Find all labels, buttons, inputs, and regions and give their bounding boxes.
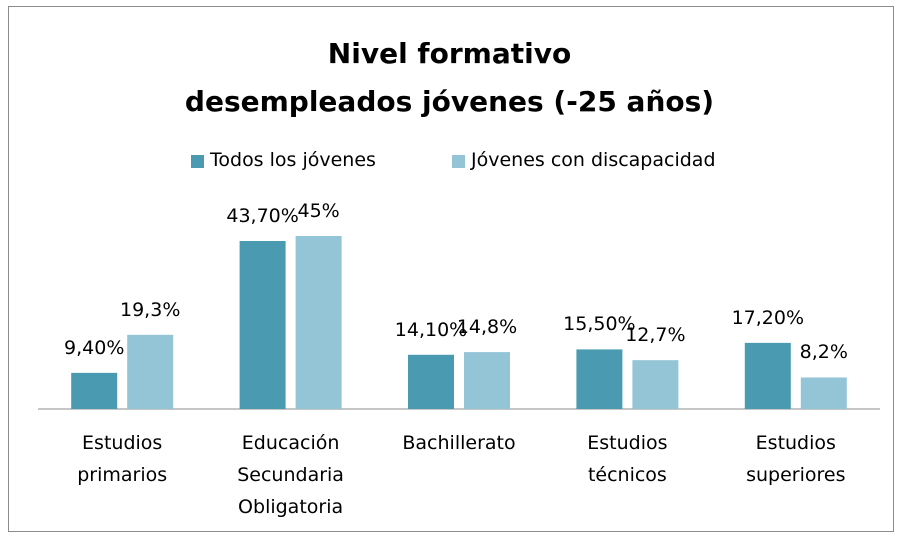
- value-label: 12,7%: [625, 324, 686, 347]
- legend-label: Todos los jóvenes: [210, 149, 376, 171]
- value-label: 43,70%: [226, 204, 299, 227]
- value-label: 14,8%: [456, 316, 518, 339]
- chart-title: Nivel formativo desempleados jóvenes (-2…: [184, 37, 715, 118]
- bar: [127, 334, 174, 409]
- bar: [576, 349, 623, 409]
- bar: [239, 240, 286, 409]
- x-tick-label: Estudios técnicos: [587, 432, 668, 486]
- legend-label: Jóvenes con discapacidad: [471, 149, 716, 171]
- value-label: 9,40%: [64, 336, 125, 359]
- x-tick-label: Educación Secundaria Obligatoria: [237, 432, 344, 518]
- bar: [295, 236, 342, 409]
- legend-swatch: [191, 155, 204, 168]
- bar: [408, 354, 454, 409]
- legend-swatch: [452, 155, 465, 168]
- value-label: 45%: [297, 200, 340, 222]
- bar: [464, 352, 510, 409]
- bar: [800, 377, 847, 409]
- x-tick-label: Bachillerato: [402, 432, 516, 454]
- value-label: 17,20%: [731, 306, 805, 329]
- chart-frame: [8, 6, 894, 532]
- bar: [71, 372, 118, 409]
- value-label: 19,3%: [120, 298, 181, 321]
- bar: [632, 360, 679, 409]
- x-tick-label: Estudios primarios: [77, 432, 168, 486]
- value-label: 8,2%: [799, 341, 848, 364]
- value-label: 15,50%: [563, 313, 636, 336]
- bar: [744, 342, 791, 409]
- x-tick-label: Estudios superiores: [746, 432, 846, 486]
- value-label: 14,10%: [394, 318, 468, 341]
